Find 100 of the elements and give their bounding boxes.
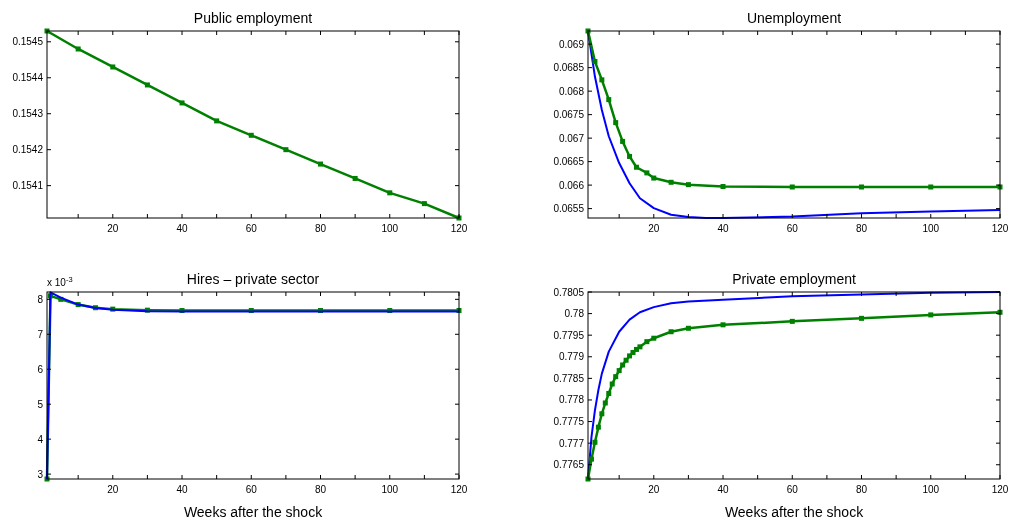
chart-title: Private employment	[732, 271, 856, 287]
point	[352, 175, 358, 181]
x-axis-title: Weeks after the shock	[183, 504, 324, 520]
point	[592, 59, 598, 65]
x-tick-label: 120	[991, 223, 1009, 234]
y-tick-label: 0.1545	[12, 36, 44, 48]
point	[620, 362, 626, 368]
point	[606, 97, 612, 103]
point	[620, 138, 626, 144]
y-tick-label: 3	[37, 468, 44, 480]
text: x 10$^{-3}$	[47, 274, 73, 288]
point	[637, 344, 643, 350]
point	[644, 339, 650, 345]
point	[318, 161, 324, 167]
point	[75, 46, 81, 52]
point	[179, 100, 185, 106]
y-tick-label: 0.0655	[553, 203, 585, 215]
y-tick-label: 0.7775	[553, 416, 585, 428]
chart-title: Hires – private sector	[186, 271, 320, 287]
x-tick-label: 120	[450, 484, 468, 495]
y-tick-label: 0.067	[558, 132, 585, 144]
y-tick-label: 0.0675	[553, 109, 585, 121]
point	[248, 132, 254, 138]
y-tick-label: 0.066	[558, 179, 585, 191]
line-series	[587, 30, 1001, 219]
x-axis-title: Weeks after the shock	[724, 504, 865, 520]
y-tick-label: 7	[37, 328, 44, 340]
point	[144, 82, 150, 88]
x-tick-label: 60	[786, 484, 799, 495]
x-tick-label: 80	[314, 484, 327, 495]
point	[685, 325, 691, 331]
x-tick-label: 40	[717, 223, 730, 234]
point	[613, 374, 619, 380]
point	[602, 400, 608, 406]
y-tick-label: 0.069	[558, 38, 585, 50]
x-tick-label: 100	[922, 223, 940, 234]
x-tick-label: 20	[107, 223, 119, 234]
y-tick-label: 0.1541	[12, 180, 44, 192]
point	[668, 179, 674, 185]
x-tick-label: 20	[648, 223, 660, 234]
x-tick-label: 60	[786, 223, 799, 234]
y-tick-label: 0.778	[558, 394, 585, 406]
x-tick-label: 20	[107, 484, 119, 495]
y-tick-label: 0.1542	[12, 144, 44, 156]
x-tick-label: 100	[381, 223, 399, 234]
point	[588, 456, 594, 462]
point	[651, 335, 657, 341]
point	[627, 153, 633, 159]
x-tick-label: 120	[991, 484, 1009, 495]
x-tick-label: 80	[855, 223, 868, 234]
chart-title: Public employment	[193, 10, 313, 26]
x-tick-label: 20	[648, 484, 660, 495]
point	[214, 118, 220, 124]
y-tick-label: 0.7795	[553, 329, 585, 341]
y-tick-label: 0.7785	[553, 372, 585, 384]
x-tick-label: 40	[717, 484, 730, 495]
point	[613, 120, 619, 126]
point	[110, 64, 116, 70]
y-tick-label: 6	[37, 363, 44, 375]
point	[599, 411, 605, 417]
y-tick-label: 0.1543	[12, 108, 44, 120]
point	[789, 184, 795, 190]
x-tick-label: 40	[176, 484, 189, 495]
y-tick-label: 0.1544	[12, 72, 44, 84]
y-tick-label: 4	[37, 433, 44, 445]
point	[606, 390, 612, 396]
x-tick-label: 100	[381, 484, 399, 495]
y-tick-label: 0.7805	[553, 286, 585, 298]
point	[592, 439, 598, 445]
y-tick-label: 0.0665	[553, 156, 585, 168]
point	[616, 368, 622, 374]
point	[859, 184, 865, 190]
point	[720, 184, 726, 190]
x-tick-label: 40	[176, 223, 189, 234]
point	[928, 184, 934, 190]
x-tick-label: 80	[855, 484, 868, 495]
y-tick-label: 0.0685	[553, 62, 585, 74]
point	[685, 182, 691, 188]
x-tick-label: 60	[245, 223, 258, 234]
y-tick-label: 5	[37, 398, 44, 410]
point	[387, 190, 393, 196]
y-tick-label: 0.78	[564, 308, 585, 320]
point	[595, 424, 601, 430]
point	[627, 353, 633, 359]
x-tick-label: 60	[245, 484, 258, 495]
point	[633, 164, 639, 170]
y-tick-label: 0.777	[558, 437, 585, 449]
chart-title: Unemployment	[746, 10, 842, 26]
point	[609, 381, 615, 387]
y-tick-label: 0.7765	[553, 459, 585, 471]
point	[928, 312, 934, 318]
point	[599, 77, 605, 83]
y-tick-label: 8	[37, 293, 44, 305]
point	[623, 357, 629, 363]
x-tick-label: 100	[922, 484, 940, 495]
x-tick-label: 80	[314, 223, 327, 234]
y-tick-label: 0.068	[558, 85, 585, 97]
y-tick-label: 0.779	[558, 351, 585, 363]
point	[644, 170, 650, 176]
point	[283, 147, 289, 153]
